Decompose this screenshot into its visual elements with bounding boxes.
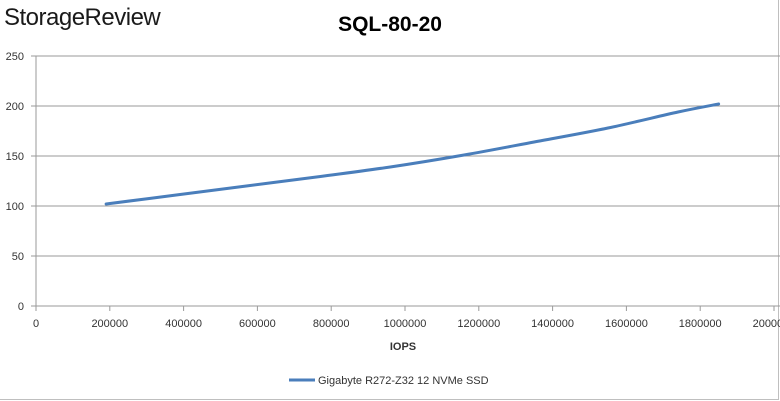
x-tick-label: 600000 <box>239 318 276 330</box>
x-tick-label: 400000 <box>165 318 202 330</box>
y-tick-label: 100 <box>6 201 24 213</box>
y-tick-label: 250 <box>6 51 24 63</box>
legend-label: Gigabyte R272-Z32 12 NVMe SSD <box>318 375 489 387</box>
x-tick-label: 1800000 <box>679 318 722 330</box>
x-tick-label: 1400000 <box>531 318 574 330</box>
x-tick-label: 1600000 <box>605 318 648 330</box>
y-tick-label: 150 <box>6 151 24 163</box>
x-axis-label: IOPS <box>390 341 416 353</box>
x-tick-label: 200000 <box>91 318 128 330</box>
storagereview-logo: StorageReview <box>4 4 161 31</box>
y-tick-label: 0 <box>18 301 24 313</box>
x-tick-label: 1000000 <box>384 318 427 330</box>
y-tick-label: 50 <box>12 251 24 263</box>
x-tick-label: 0 <box>33 318 39 330</box>
x-tick-label: 2000000 <box>753 318 780 330</box>
chart-title: SQL-80-20 <box>338 13 442 36</box>
x-tick-label: 800000 <box>313 318 350 330</box>
x-tick-label: 1200000 <box>457 318 500 330</box>
y-tick-label: 200 <box>6 101 24 113</box>
series-line <box>104 102 721 206</box>
